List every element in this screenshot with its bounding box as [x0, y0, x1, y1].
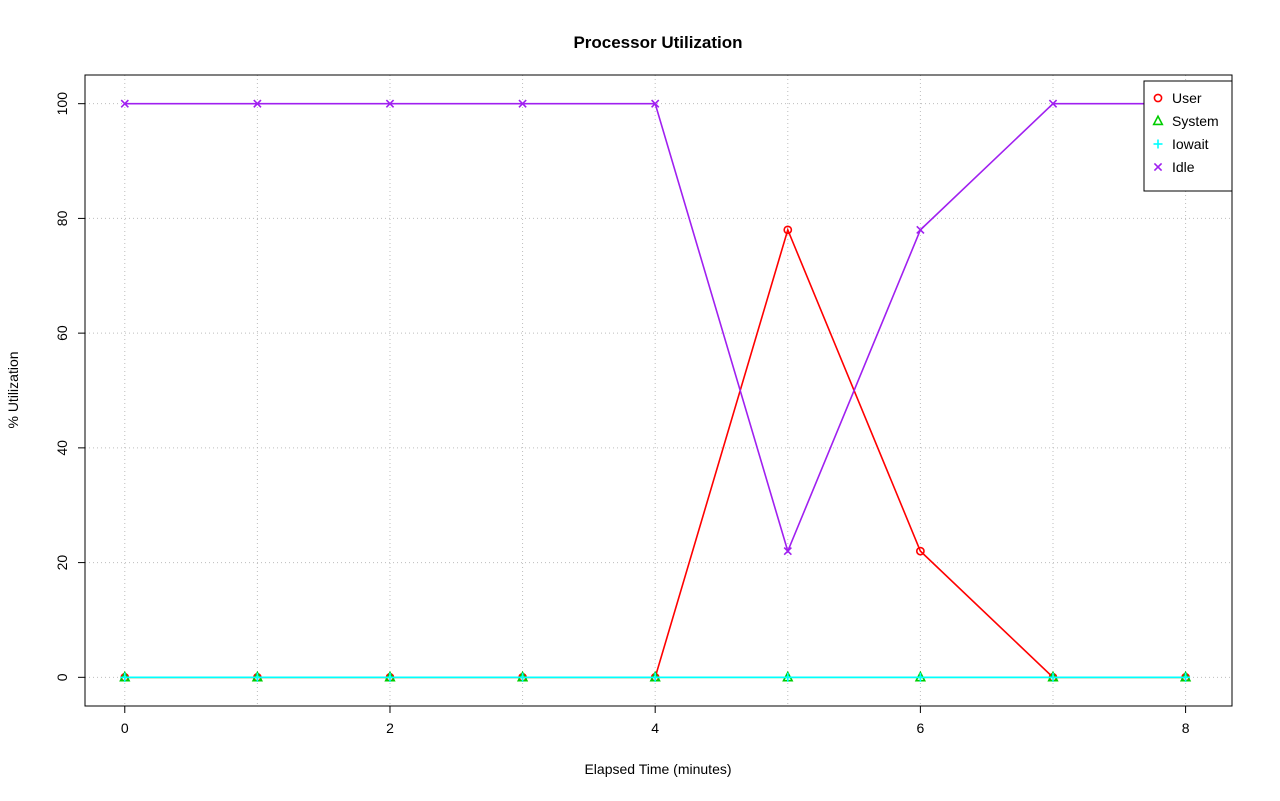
- y-tick-label: 100: [54, 92, 70, 116]
- legend-marker-system: [1152, 114, 1164, 126]
- legend-label-user: User: [1172, 90, 1202, 106]
- marker-x: [120, 99, 129, 108]
- legend-marker-iowait: [1153, 139, 1163, 149]
- x-axis-label: Elapsed Time (minutes): [584, 761, 731, 777]
- marker-x: [783, 546, 792, 556]
- marker-x: [651, 99, 660, 108]
- legend-label-iowait: Iowait: [1172, 136, 1209, 152]
- legend-marker-idle: [1153, 162, 1163, 172]
- x-tick-label: 8: [1182, 720, 1190, 736]
- y-tick-label: 40: [54, 440, 70, 456]
- legend-label-system: System: [1172, 113, 1219, 129]
- series-iowait: [120, 672, 1191, 682]
- marker-triangle: [1152, 114, 1164, 126]
- marker-x: [916, 225, 925, 235]
- marker-x: [385, 99, 395, 108]
- series-line-user: [124, 227, 1186, 679]
- series-idle: [120, 99, 1190, 556]
- y-tick-label: 60: [54, 325, 70, 341]
- plot-box: [84, 74, 1233, 707]
- x-tick-label: 6: [916, 720, 924, 736]
- legend-label-idle: Idle: [1172, 159, 1195, 175]
- marker-x: [1153, 162, 1163, 172]
- marker-circle: [1153, 93, 1163, 103]
- y-tick-label: 80: [54, 210, 70, 226]
- legend-box: [1143, 80, 1233, 192]
- x-tick-label: 0: [121, 720, 129, 736]
- y-tick-label: 20: [54, 555, 70, 571]
- legend-marker-user: [1153, 93, 1163, 103]
- marker-x: [1048, 99, 1058, 108]
- x-tick-label: 4: [651, 720, 659, 736]
- chart-title: Processor Utilization: [573, 33, 742, 52]
- marker-circle: [783, 225, 793, 235]
- series-user: [120, 225, 1190, 682]
- y-axis-label: % Utilization: [5, 351, 21, 428]
- y-tick-label: 0: [54, 673, 70, 681]
- marker-x: [518, 99, 527, 108]
- gridlines: [85, 75, 1232, 706]
- marker-x: [253, 99, 262, 108]
- x-tick-label: 2: [386, 720, 394, 736]
- legend: User System Iowait Idle: [1143, 80, 1233, 192]
- marker-circle: [915, 546, 925, 556]
